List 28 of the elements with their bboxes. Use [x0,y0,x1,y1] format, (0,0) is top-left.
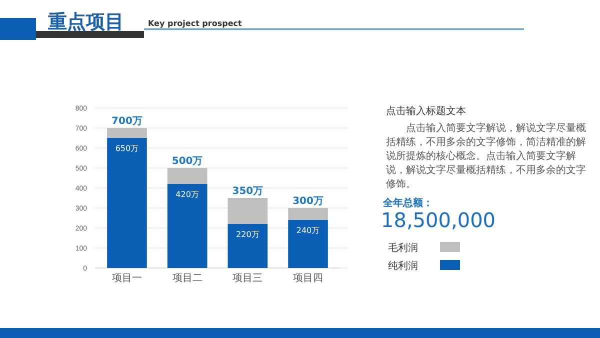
legend-label: 毛利润 [388,242,418,254]
bar [107,138,147,268]
total-label: 700万 [112,116,142,127]
text: 全年总额： [383,196,434,210]
chart-subtitle: Key project prospect [148,19,242,28]
data-label: 240万 [296,226,320,235]
total-label: 500万 [172,156,203,167]
x-tick-label: 项目三 [232,273,263,284]
legend-label: 纯利润 [388,260,418,272]
x-tick-label: 项目二 [172,273,202,284]
x-tick-label: 项目一 [112,273,142,284]
bar [228,224,268,268]
x-tick-label: 项目四 [293,273,324,284]
chart-title: 重点项目 [47,11,124,33]
text: 18,500,000 [381,208,497,232]
bar [167,168,208,184]
total-label: 300万 [292,196,324,207]
bar [228,198,268,224]
text: 点击输入简要文字解说，解说文字尽量概括精练，不用多余的文字修饰，简洁精准的解说所提炼的核心概念。点击输入简要文字解说，解说文字尽量概括精练，不用多余的文字修饰。 [386,122,586,192]
bar [288,220,328,268]
data-label: 420万 [176,190,199,199]
text: 点击输入标题文本 [386,104,467,118]
bar [107,128,147,138]
total-label: 350万 [232,186,264,197]
bar [288,208,328,220]
bar [167,184,208,268]
data-label: 220万 [236,230,260,239]
data-label: 650万 [115,144,139,153]
